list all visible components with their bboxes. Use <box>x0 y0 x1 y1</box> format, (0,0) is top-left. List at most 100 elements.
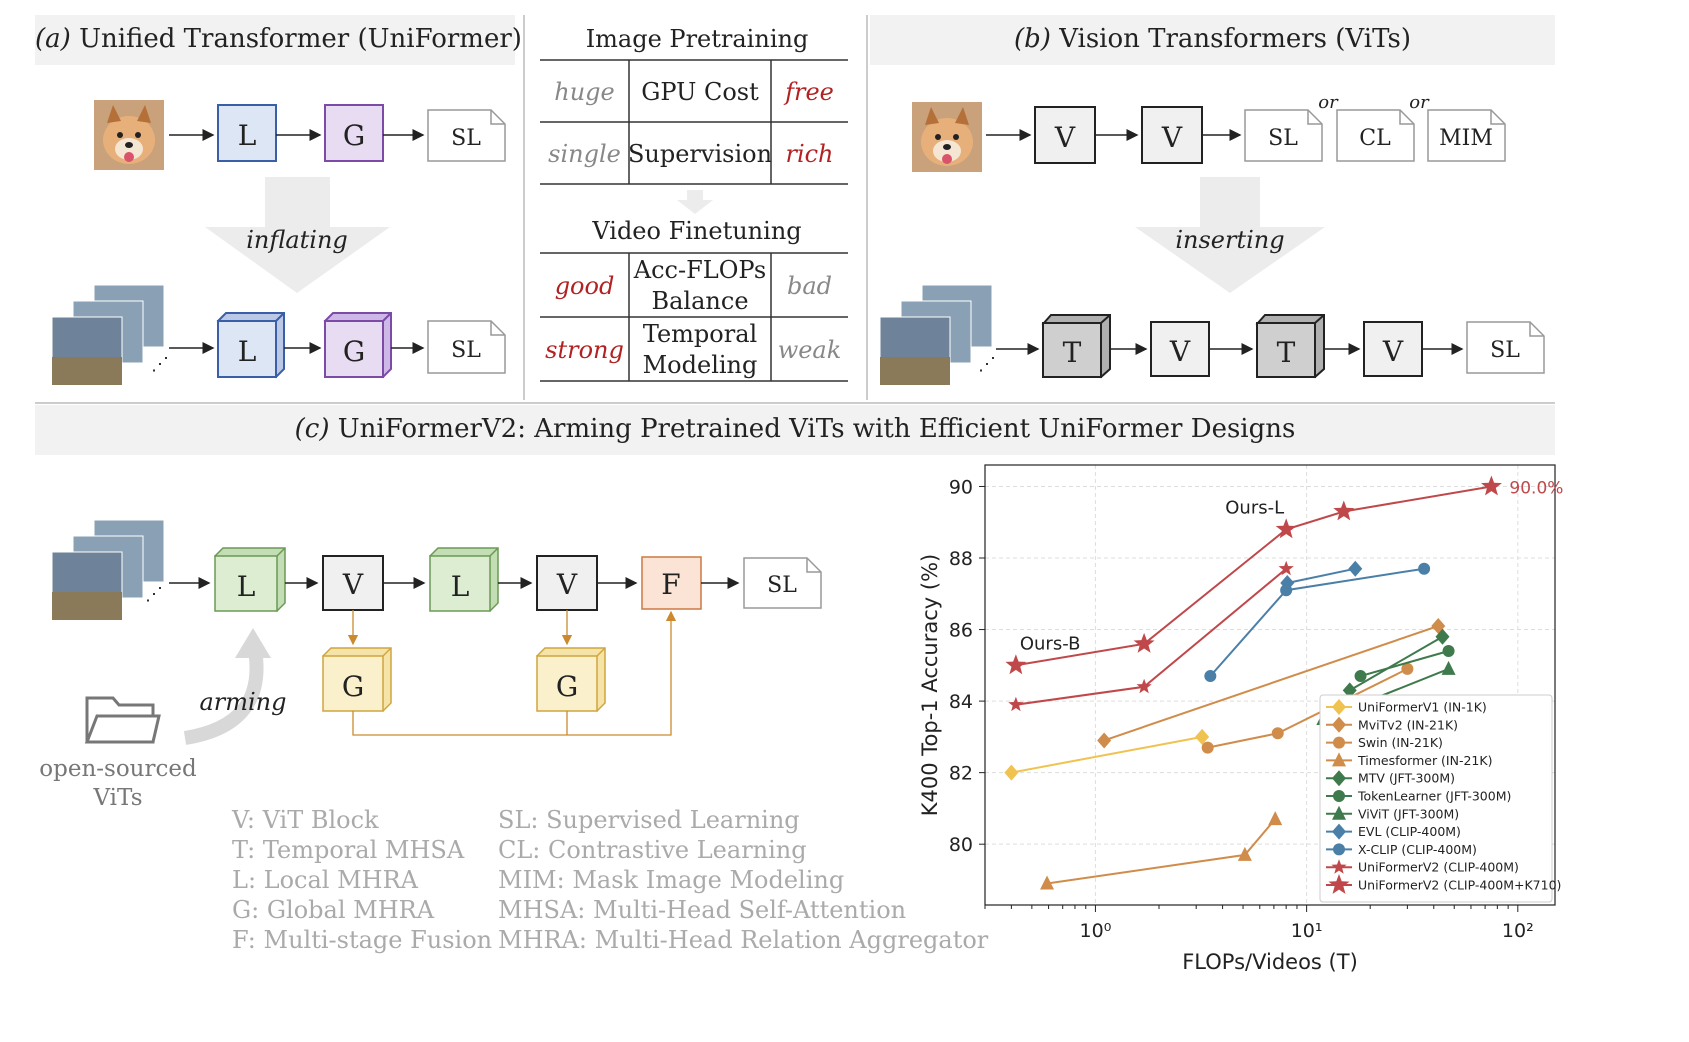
cell-temporal-modeling: Temporal Modeling <box>629 319 771 381</box>
legend-swatch-marker <box>1333 736 1345 749</box>
panel-a-title-text: Unified Transformer (UniFormer) <box>79 24 522 54</box>
data-point-5 <box>1442 645 1455 658</box>
panel-c-label: (c) <box>294 414 330 444</box>
svg-text:or: or <box>1409 92 1430 113</box>
video-frames: ⋰ <box>51 284 169 386</box>
legend-left-0: V: ViT Block <box>232 806 379 834</box>
b-bottom-V-block-2: V <box>1363 321 1423 377</box>
a-top-SL-doc: SL <box>427 109 506 162</box>
chart-annotation: Ours-B <box>1020 633 1081 654</box>
cell-weak: weak <box>777 335 842 364</box>
data-point-10 <box>1333 500 1355 521</box>
series-line-1 <box>1103 625 1439 742</box>
b-bottom-T-cube-1: T <box>1041 314 1111 379</box>
video-frames-b: ⋰ <box>879 284 996 386</box>
a-bottom-SL-doc: SL <box>427 320 506 374</box>
c-G-cube-1: G <box>321 647 392 713</box>
data-point-4 <box>1342 682 1357 699</box>
cell-bad: bad <box>786 271 833 300</box>
a-top-G-block: G <box>324 104 384 162</box>
chart-annotation: 90.0% <box>1509 478 1563 498</box>
cell-huge: huge <box>554 77 615 106</box>
svg-text:F: F <box>661 568 680 601</box>
b-top-V-block-1: V <box>1034 106 1096 164</box>
c-V-block-2: V <box>536 555 598 611</box>
inserting-arrow <box>1135 177 1325 293</box>
legend-swatch-marker <box>1332 716 1346 733</box>
data-point-10 <box>1481 475 1502 496</box>
cell-acc-flops: Acc-FLOPs Balance <box>629 255 771 317</box>
a-bottom-L-cube: L <box>216 312 285 379</box>
legend-entry: X-CLIP (CLIP-400M) <box>1358 842 1477 857</box>
data-point-2 <box>1401 662 1414 675</box>
legend-entry: UniFormerV1 (IN-1K) <box>1358 700 1487 715</box>
c-SL-doc: SL <box>743 557 822 609</box>
legend-entry: MviTv2 (IN-21K) <box>1358 717 1458 732</box>
svg-text:T: T <box>1277 336 1296 369</box>
b-bottom-V-block-1: V <box>1150 321 1210 377</box>
legend-swatch-marker <box>1333 843 1345 856</box>
svg-text:L: L <box>238 335 257 368</box>
c-L-cube-2: L <box>428 547 499 613</box>
svg-text:SL: SL <box>1268 126 1298 151</box>
legend-swatch-marker <box>1332 823 1346 840</box>
svg-text:V: V <box>1382 335 1404 368</box>
legend-swatch-marker <box>1328 874 1350 894</box>
x-tick-label: 10¹ <box>1291 920 1323 942</box>
legend-left-1: T: Temporal MHSA <box>232 836 465 864</box>
series-line-0 <box>1011 735 1203 774</box>
legend-left-2: L: Local MHRA <box>232 866 418 894</box>
legend-entry: UniFormerV2 (CLIP-400M+K710) <box>1358 878 1561 893</box>
legend-right-0: SL: Supervised Learning <box>498 806 800 834</box>
svg-text:SL: SL <box>1490 338 1520 363</box>
panel-c-title: (c) UniFormerV2: Arming Pretrained ViTs … <box>35 414 1555 444</box>
legend-right-3: MHSA: Multi-Head Self-Attention <box>498 896 907 924</box>
cell-supervision: Supervision <box>627 139 773 168</box>
data-point-3 <box>1268 811 1283 826</box>
cell-gpu-cost: GPU Cost <box>641 77 759 106</box>
data-point-0 <box>1195 728 1210 745</box>
data-point-0 <box>1004 764 1019 781</box>
legend-entry: UniFormerV2 (CLIP-400M) <box>1358 860 1519 875</box>
svg-text:G: G <box>343 119 365 152</box>
folder-caption-line2: ViTs <box>93 785 143 811</box>
data-point-6 <box>1441 660 1456 675</box>
folder-caption-line1: open-sourced <box>39 756 197 782</box>
data-point-8 <box>1280 584 1293 597</box>
dog-image-b <box>912 102 982 172</box>
cell-temporal-line1: Temporal <box>642 320 758 348</box>
svg-text:SL: SL <box>767 573 797 598</box>
svg-text:V: V <box>1161 121 1183 154</box>
legend-right-2: MIM: Mask Image Modeling <box>498 866 845 894</box>
folder-icon <box>84 696 161 744</box>
series-line-5 <box>1360 650 1449 678</box>
divider-horizontal <box>35 402 1555 404</box>
y-tick-label: 84 <box>949 691 973 713</box>
legend-right-1: CL: Contrastive Learning <box>498 836 807 864</box>
data-point-10 <box>1133 632 1155 653</box>
legend-entry: TokenLearner (JFT-300M) <box>1357 789 1511 804</box>
video-frames-c: ⋰ <box>51 519 165 621</box>
panel-b-diagram: V V SL or CL or MIM inserting ⋰ T <box>879 92 1545 386</box>
series-line-4 <box>1349 635 1444 692</box>
y-tick-label: 90 <box>949 476 973 498</box>
data-point-2 <box>1201 741 1214 754</box>
a-bottom-G-cube: G <box>323 312 392 379</box>
cell-strong: strong <box>545 335 624 364</box>
svg-text:arming: arming <box>199 688 286 716</box>
series-line-7 <box>1287 567 1356 584</box>
svg-text:SL: SL <box>451 126 481 151</box>
panel-b-title: (b) Vision Transformers (ViTs) <box>870 24 1555 54</box>
chart-legend-box <box>1319 694 1553 903</box>
svg-text:⋰: ⋰ <box>978 354 996 375</box>
cell-temporal-line2: Modeling <box>642 351 758 379</box>
data-point-3 <box>1040 875 1055 890</box>
svg-text:G: G <box>556 670 578 703</box>
data-point-8 <box>1418 562 1431 575</box>
cell-acc-flops-line1: Acc-FLOPs <box>633 256 767 284</box>
svg-text:inserting: inserting <box>1175 226 1284 254</box>
plot-frame <box>984 464 1556 906</box>
data-point-4 <box>1435 628 1450 645</box>
data-point-9 <box>1136 678 1152 694</box>
data-point-8 <box>1204 670 1217 683</box>
